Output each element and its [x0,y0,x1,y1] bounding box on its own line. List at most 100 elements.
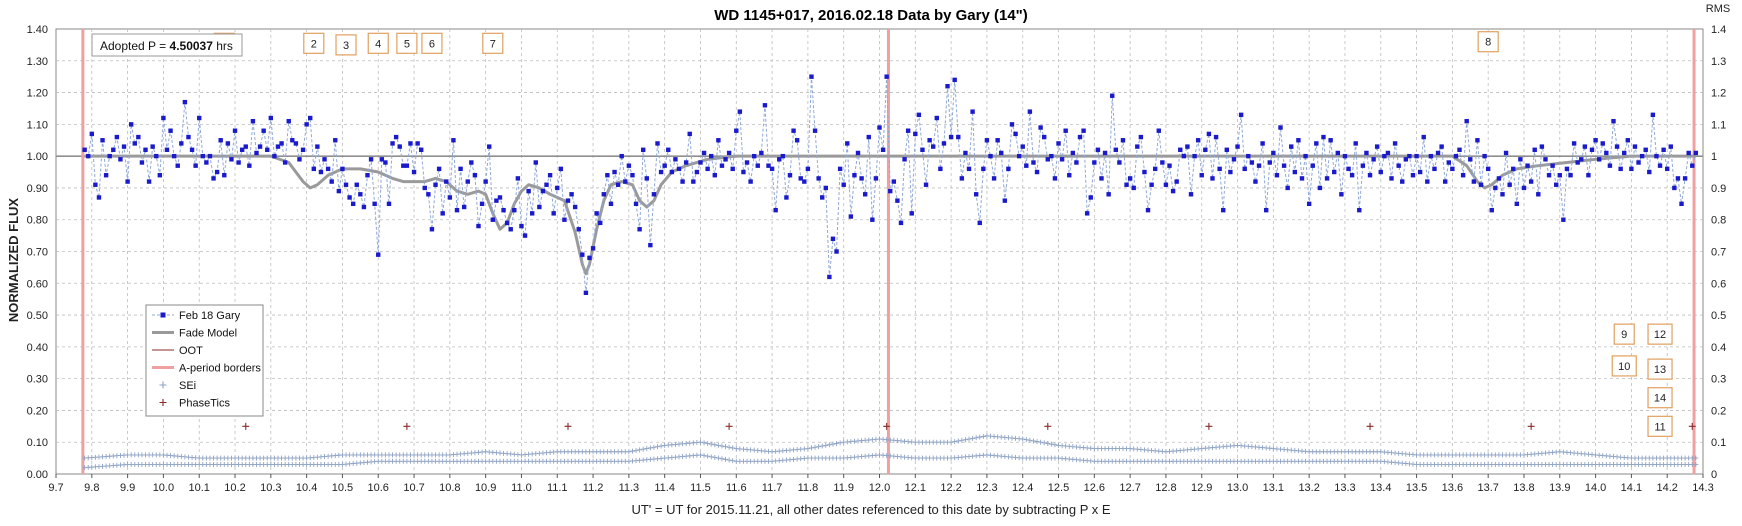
flux-point [96,195,102,200]
sei-point [973,435,979,441]
flux-point [666,147,671,152]
sei-point [823,442,829,448]
y-tick-label: 0.40 [27,342,48,354]
sei-point [959,437,965,443]
flux-point [1614,144,1620,149]
x-tick-label: 13.8 [1513,482,1534,494]
flux-point [1586,173,1591,178]
sei-point [970,435,976,441]
y2-tick-label: 1.4 [1711,24,1726,36]
flux-point [1496,176,1502,181]
y2-tick-label: 0.6 [1711,278,1726,290]
flux-point [1317,185,1323,191]
flux-point [447,195,453,200]
flux-point [1489,207,1494,213]
event-label-text: 14 [1654,393,1666,405]
flux-point [1106,192,1111,197]
x-tick-label: 13.1 [1263,482,1284,494]
flux-point [802,179,807,184]
flux-point [454,207,460,213]
flux-point [128,122,134,127]
flux-point [512,207,517,213]
flux-point [895,198,900,203]
flux-point [1686,150,1691,156]
flux-point [669,169,675,175]
y2-tick-label: 0.7 [1711,247,1726,259]
event-label: 3 [335,34,357,56]
flux-point [1170,188,1176,194]
flux-point [1156,128,1161,133]
sei-point [712,442,718,448]
flux-point [719,163,725,168]
y-tick-label: 1.20 [27,88,48,100]
flux-point [880,147,886,152]
flux-point [1296,138,1301,143]
event-label: 11 [1647,415,1673,437]
flux-point [734,128,739,133]
flux-point [211,176,216,181]
x-tick-label: 13.5 [1406,482,1427,494]
flux-point [504,220,510,226]
event-label: 13 [1647,358,1673,380]
flux-point [1417,169,1423,175]
flux-point [952,77,957,83]
sei-point [719,456,725,462]
flux-point [232,128,238,133]
flux-point [916,112,922,118]
legend-item: Fade Model [152,328,237,340]
flux-point [1314,141,1319,146]
legend-swatch-plus [159,399,167,406]
flux-point [1260,141,1265,146]
flux-point [1632,144,1638,149]
flux-point [1289,144,1294,149]
flux-point [118,157,123,162]
flux-point [555,185,560,191]
flux-point [1056,141,1061,146]
flux-point [472,173,478,178]
flux-point [100,138,105,143]
flux-point [766,163,771,168]
flux-point [529,211,535,216]
sei-point [723,456,729,462]
flux-point [984,138,990,143]
flux-point [1428,153,1434,159]
flux-point [1432,166,1437,172]
event-label-box [1647,415,1673,437]
flux-point [1246,153,1251,159]
flux-point [1074,160,1079,165]
flux-point [368,157,374,162]
flux-point [361,204,367,210]
flux-point [1167,163,1172,168]
event-label-box [1613,323,1635,345]
x-tick-label: 10.3 [260,482,281,494]
flux-point [404,163,410,168]
flux-point [300,147,306,152]
period-annotation: Adopted P = 4.50037 hrs [91,33,243,57]
flux-point [1224,147,1230,152]
flux-point [451,138,456,143]
x-tick-label: 12.1 [905,482,926,494]
sei-point [697,452,703,458]
flux-point [1138,134,1144,140]
event-label-box [1647,323,1673,345]
event-label-box [482,32,504,54]
flux-point [1382,153,1387,159]
flux-point [476,223,481,229]
sei-point [805,446,811,452]
flux-point [200,153,205,159]
flux-point [1002,198,1008,203]
y2-tick-label: 0.5 [1711,310,1726,322]
flux-point [587,255,592,261]
flux-point [376,252,381,257]
flux-point [640,147,646,152]
flux-point [973,192,979,197]
phase-tic [725,422,733,430]
flux-point [837,166,843,172]
sei-point [1052,442,1058,448]
flux-point [1360,163,1366,168]
flux-point [1195,138,1201,143]
x-tick-label: 12.5 [1048,482,1069,494]
flux-point [1267,160,1272,165]
flux-point [82,147,87,152]
flux-point [1174,179,1179,184]
